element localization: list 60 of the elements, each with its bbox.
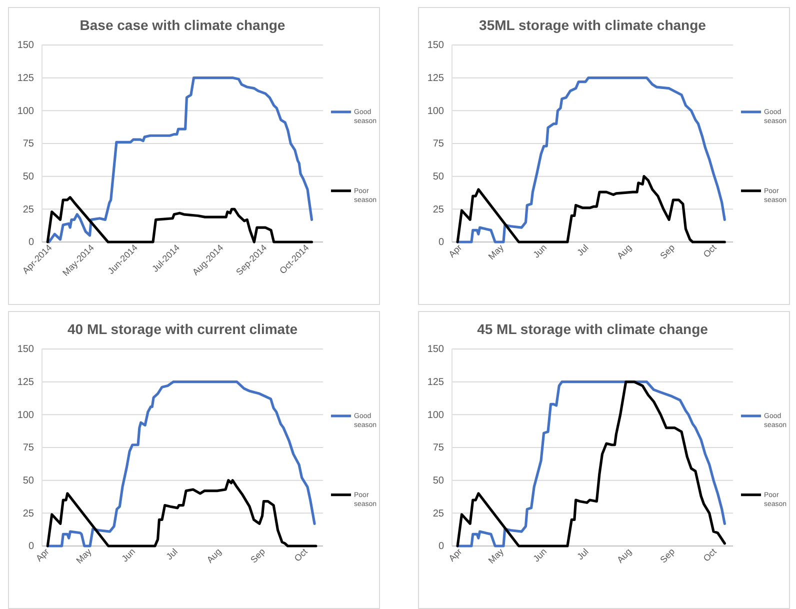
x-tick-label: May xyxy=(486,242,506,262)
y-tick-label: 25 xyxy=(22,204,34,216)
y-tick-label: 0 xyxy=(438,237,444,248)
y-tick-label: 0 xyxy=(28,541,34,552)
x-tick-label: Jun xyxy=(531,546,549,564)
y-tick-label: 25 xyxy=(22,508,34,520)
y-tick-label: 100 xyxy=(17,106,34,117)
y-tick-label: 125 xyxy=(17,73,34,84)
y-tick-label: 150 xyxy=(17,344,34,356)
x-tick-label: May xyxy=(486,546,506,566)
y-tick-label: 50 xyxy=(432,476,444,487)
x-tick-label: Aug xyxy=(204,546,224,565)
y-tick-label: 0 xyxy=(438,541,444,552)
y-tick-label: 75 xyxy=(432,442,444,454)
y-tick-label: 125 xyxy=(427,73,444,84)
line-series xyxy=(456,380,726,548)
y-tick-label: 100 xyxy=(427,410,444,421)
line-series xyxy=(456,76,726,244)
x-tick-label: Oct xyxy=(701,546,719,564)
x-tick-label: Jun xyxy=(120,546,138,564)
x-tick-label: Aug xyxy=(615,546,634,565)
x-tick-label: Apr xyxy=(34,546,51,564)
y-tick-label: 150 xyxy=(17,40,34,52)
line-series xyxy=(456,175,726,244)
y-tick-label: 0 xyxy=(28,237,34,248)
y-tick-label: 75 xyxy=(22,138,34,150)
chart-title: 35ML storage with climate change xyxy=(479,17,706,33)
y-tick-label: 50 xyxy=(22,476,34,487)
x-tick-label: May xyxy=(74,546,94,566)
x-tick-label: Sep xyxy=(658,242,677,261)
line-series xyxy=(46,380,316,548)
x-tick-label: Apr xyxy=(446,546,464,564)
y-tick-label: 150 xyxy=(427,344,444,356)
y-tick-label: 150 xyxy=(427,40,444,52)
y-tick-label: 50 xyxy=(432,172,444,183)
y-tick-label: 50 xyxy=(22,172,34,183)
line-series xyxy=(46,196,314,244)
x-tick-label: Jun xyxy=(531,242,549,260)
line-series xyxy=(48,76,314,244)
y-tick-label: 125 xyxy=(17,377,34,388)
x-tick-label: Sep xyxy=(248,546,268,565)
y-tick-label: 75 xyxy=(432,138,444,150)
chart-title: Base case with climate change xyxy=(80,17,286,33)
y-tick-label: 75 xyxy=(22,442,34,454)
x-tick-label: Jul xyxy=(575,546,590,562)
x-tick-label: Jul xyxy=(164,546,180,562)
x-tick-label: Sep xyxy=(658,546,677,565)
line-series xyxy=(46,479,318,548)
y-tick-label: 25 xyxy=(432,508,444,520)
y-tick-label: 25 xyxy=(432,204,444,216)
x-tick-label: Apr xyxy=(446,242,464,260)
x-tick-label: Oct xyxy=(701,242,719,260)
y-tick-label: 125 xyxy=(427,377,444,388)
y-tick-label: 100 xyxy=(427,106,444,117)
chart-title: 40 ML storage with current climate xyxy=(67,321,298,337)
x-tick-label: Aug xyxy=(615,242,634,261)
chart-title: 45 ML storage with climate change xyxy=(477,321,708,337)
x-tick-label: Jul xyxy=(575,242,590,258)
y-tick-label: 100 xyxy=(17,410,34,421)
x-tick-label: Oct xyxy=(292,546,310,564)
